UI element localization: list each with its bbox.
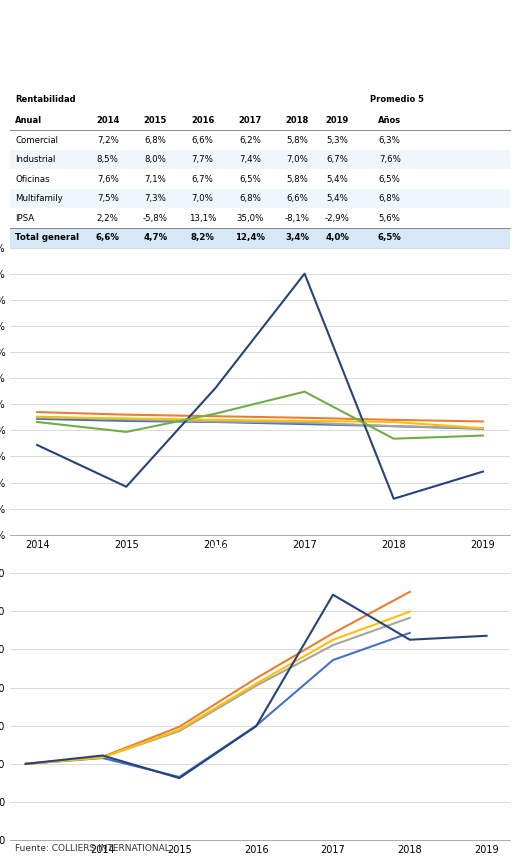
- Text: 7,7%: 7,7%: [192, 155, 214, 164]
- Text: 2014: 2014: [96, 116, 120, 125]
- Text: IPSA: IPSA: [16, 214, 34, 223]
- Text: 5,3%: 5,3%: [327, 135, 348, 145]
- Text: 35,0%: 35,0%: [236, 214, 264, 223]
- Text: 7,2%: 7,2%: [97, 135, 119, 145]
- Text: 6,8%: 6,8%: [239, 194, 261, 203]
- FancyBboxPatch shape: [10, 130, 510, 150]
- Text: 6,7%: 6,7%: [192, 174, 214, 184]
- Text: 2018: 2018: [286, 116, 309, 125]
- Text: 2015: 2015: [144, 116, 167, 125]
- Text: 5,8%: 5,8%: [287, 135, 308, 145]
- Text: 2,2%: 2,2%: [97, 214, 119, 223]
- Text: 3,4%: 3,4%: [285, 233, 309, 242]
- Text: Rentabilidad: Rentabilidad: [16, 95, 76, 104]
- Text: Promedio 5: Promedio 5: [370, 95, 424, 104]
- Text: Total general: Total general: [16, 233, 80, 242]
- Text: Anual: Anual: [16, 116, 43, 125]
- Text: 6,8%: 6,8%: [379, 194, 401, 203]
- Text: 4,7%: 4,7%: [143, 233, 167, 242]
- Text: Multifamily: Multifamily: [16, 194, 63, 203]
- Text: 6,2%: 6,2%: [239, 135, 261, 145]
- Text: 6,3%: 6,3%: [379, 135, 401, 145]
- Text: 5,8%: 5,8%: [287, 174, 308, 184]
- Text: Comercial: Comercial: [16, 135, 58, 145]
- Text: 6,6%: 6,6%: [192, 135, 214, 145]
- Text: 2016: 2016: [191, 116, 214, 125]
- Text: 8,2%: 8,2%: [191, 233, 215, 242]
- Text: 7,0%: 7,0%: [287, 155, 308, 164]
- Text: 13,1%: 13,1%: [189, 214, 216, 223]
- FancyBboxPatch shape: [10, 169, 510, 189]
- Text: 5,4%: 5,4%: [327, 194, 348, 203]
- Text: 6,7%: 6,7%: [327, 155, 348, 164]
- FancyBboxPatch shape: [10, 228, 510, 248]
- Text: 8,0%: 8,0%: [144, 155, 166, 164]
- Text: 6,6%: 6,6%: [96, 233, 120, 242]
- Text: -8,1%: -8,1%: [285, 214, 310, 223]
- Text: 6,8%: 6,8%: [144, 135, 166, 145]
- FancyBboxPatch shape: [10, 208, 510, 228]
- FancyBboxPatch shape: [10, 150, 510, 169]
- Text: 4,0%: 4,0%: [326, 233, 349, 242]
- Text: 7,3%: 7,3%: [144, 194, 166, 203]
- Text: 7,1%: 7,1%: [144, 174, 166, 184]
- Text: 6,5%: 6,5%: [239, 174, 261, 184]
- Text: 6,6%: 6,6%: [287, 194, 308, 203]
- Text: Rentabilidad Acumulada: Rentabilidad Acumulada: [137, 545, 383, 563]
- Text: Años: Años: [378, 116, 401, 125]
- Text: 2019: 2019: [326, 116, 349, 125]
- Text: 6,5%: 6,5%: [379, 174, 401, 184]
- FancyBboxPatch shape: [10, 189, 510, 208]
- Text: -5,8%: -5,8%: [142, 214, 167, 223]
- Text: 12,4%: 12,4%: [235, 233, 265, 242]
- Text: -2,9%: -2,9%: [325, 214, 350, 223]
- Text: 5,4%: 5,4%: [327, 174, 348, 184]
- Text: 5,6%: 5,6%: [379, 214, 401, 223]
- Text: Oficinas: Oficinas: [16, 174, 50, 184]
- Legend: Comercial, Industrial, Oficinas, Multifamily, IPSA, Total general: Comercial, Industrial, Oficinas, Multifa…: [135, 570, 385, 599]
- Text: Inversión inmobiliaria ha rentado más que
el mercado bursátil: Inversión inmobiliaria ha rentado más qu…: [18, 27, 502, 70]
- Text: Industrial: Industrial: [16, 155, 56, 164]
- Text: Fuente: COLLIERS INTERNATIONAL: Fuente: COLLIERS INTERNATIONAL: [16, 844, 170, 853]
- Text: 7,5%: 7,5%: [97, 194, 119, 203]
- Text: 7,0%: 7,0%: [192, 194, 214, 203]
- Text: 7,6%: 7,6%: [97, 174, 119, 184]
- Text: 2017: 2017: [238, 116, 262, 125]
- Text: 7,4%: 7,4%: [239, 155, 261, 164]
- Text: 6,5%: 6,5%: [378, 233, 401, 242]
- Text: 8,5%: 8,5%: [97, 155, 119, 164]
- Text: 7,6%: 7,6%: [379, 155, 401, 164]
